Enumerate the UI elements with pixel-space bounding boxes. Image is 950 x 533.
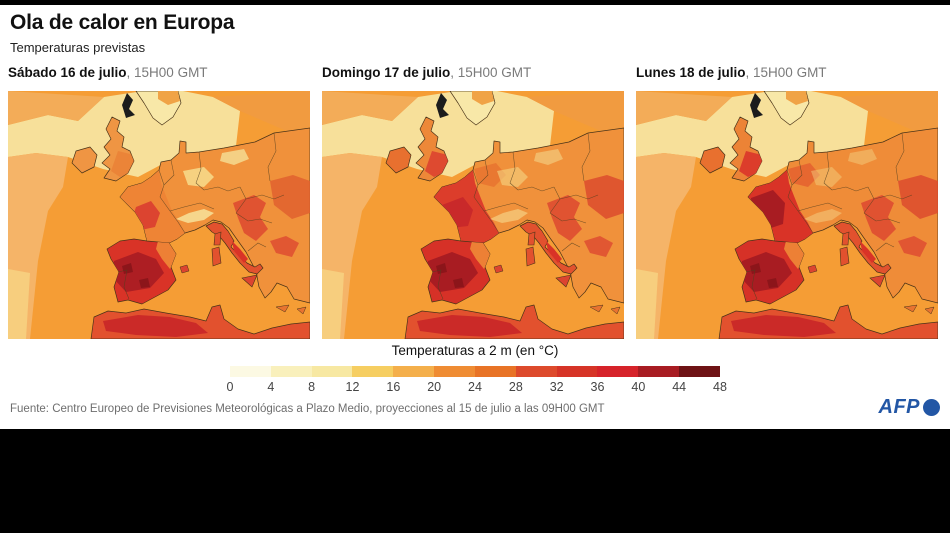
legend-tick-label: 32	[549, 380, 564, 394]
map-time: , 15H00 GMT	[126, 65, 208, 80]
legend-color-segment	[638, 366, 680, 377]
legend-color-segment	[597, 366, 639, 377]
legend-color-segment	[311, 366, 353, 377]
source-text: Fuente: Centro Europeo de Previsiones Me…	[10, 403, 605, 415]
legend-tick-label: 44	[672, 380, 687, 394]
page-subtitle: Temperaturas previstas	[10, 40, 146, 55]
legend-color-segment	[393, 366, 435, 377]
legend-color-segment	[434, 366, 475, 377]
legend-color-segment	[230, 366, 271, 377]
europe-temperature-map-graphic	[636, 91, 938, 339]
map-date: Domingo 17 de julio	[322, 65, 451, 80]
map-time: , 15H00 GMT	[745, 65, 827, 80]
afp-logo-circle-icon	[923, 399, 940, 416]
europe-map-monday	[636, 91, 938, 339]
page-title: Ola de calor en Europa	[10, 11, 235, 34]
legend-tick-label: 16	[386, 380, 401, 394]
europe-temperature-map-graphic	[322, 91, 624, 339]
legend-color-segment	[474, 366, 516, 377]
legend-tick-label: 48	[713, 380, 727, 394]
temperature-legend: Temperaturas a 2 m (en °C) 0 4 8 12 16 20 24 28…	[226, 343, 727, 396]
legend-tick-label: 40	[631, 380, 646, 394]
legend-color-segment	[679, 366, 720, 377]
infographic-sheet: Ola de calor en Europa Temperaturas prev…	[0, 5, 950, 429]
europe-map-sunday	[322, 91, 624, 339]
map-date-label: Lunes 18 de julio, 15H00 GMT	[636, 65, 938, 85]
legend-title: Temperaturas a 2 m (en °C)	[391, 343, 559, 358]
map-date-label: Domingo 17 de julio, 15H00 GMT	[322, 65, 624, 85]
europe-map-saturday	[8, 91, 310, 339]
legend-ticks: 0 4 8 12 16 20 24 28 32 36 40 44 48	[226, 380, 727, 396]
map-panel-sunday: Domingo 17 de julio, 15H00 GMT	[322, 65, 624, 339]
legend-color-segment	[515, 366, 557, 377]
legend-tick-label: 4	[267, 380, 275, 394]
europe-temperature-map-graphic	[8, 91, 310, 339]
afp-logo-text: AFP	[878, 396, 920, 418]
legend-color-segment	[270, 366, 312, 377]
header: Ola de calor en Europa Temperaturas prev…	[10, 11, 235, 55]
map-panel-saturday: Sábado 16 de julio, 15H00 GMT	[8, 65, 310, 339]
afp-logo: AFP	[878, 396, 940, 419]
legend-tick-label: 12	[345, 380, 360, 394]
maps-row: Sábado 16 de julio, 15H00 GMT	[8, 65, 938, 339]
map-date-label: Sábado 16 de julio, 15H00 GMT	[8, 65, 310, 85]
map-time: , 15H00 GMT	[450, 65, 532, 80]
legend-tick-label: 36	[590, 380, 605, 394]
legend-tick-label: 20	[427, 380, 442, 394]
map-date: Sábado 16 de julio	[8, 65, 127, 80]
legend-bar	[230, 366, 720, 377]
legend-color-segment	[352, 366, 394, 377]
map-date: Lunes 18 de julio	[636, 65, 746, 80]
legend-tick-label: 0	[226, 380, 234, 394]
legend-color-segment	[556, 366, 598, 377]
legend-tick-label: 8	[308, 380, 316, 394]
legend-tick-label: 24	[468, 380, 482, 394]
map-panel-monday: Lunes 18 de julio, 15H00 GMT	[636, 65, 938, 339]
legend-tick-label: 28	[508, 380, 523, 394]
